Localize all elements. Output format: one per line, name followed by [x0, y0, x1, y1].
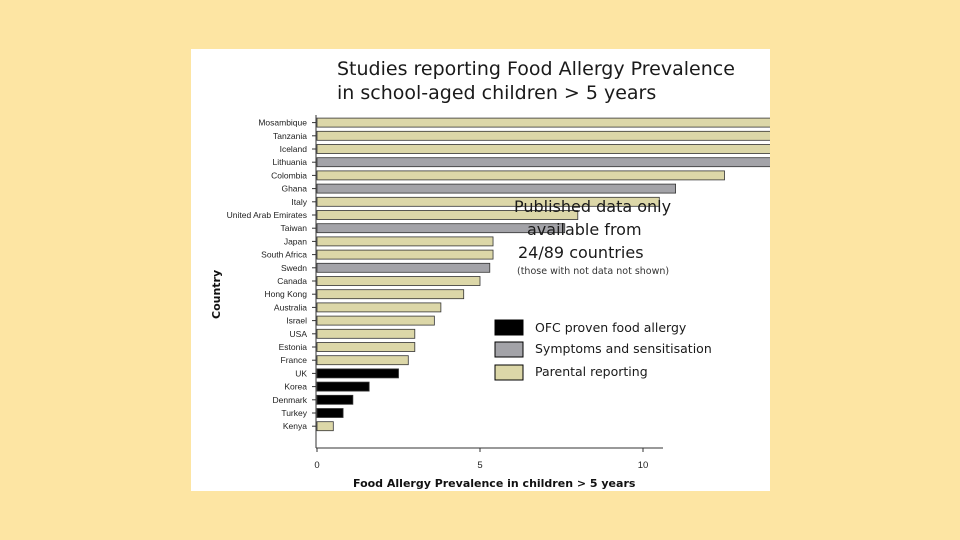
- legend-label-symptoms: Symptoms and sensitisation: [535, 341, 712, 356]
- bar-canada: [316, 276, 481, 286]
- category-label: Colombia: [271, 170, 307, 180]
- bar-italy: [316, 196, 660, 207]
- category-label: Israel: [286, 316, 307, 326]
- bar-usa: [316, 328, 416, 339]
- annotation-note: (those with not data not shown): [517, 266, 669, 277]
- bar-united-arab-emirates: [316, 210, 579, 220]
- category-label: Turkey: [281, 408, 307, 418]
- bar-taiwan: [316, 223, 566, 234]
- category-label: Iceland: [280, 144, 308, 154]
- annotation-line-3: 24/89 countries: [518, 243, 644, 262]
- annotation-line-1: Published data only: [514, 197, 671, 216]
- category-label: United Arab Emirates: [227, 210, 307, 220]
- legend-label-ofc: OFC proven food allergy: [535, 320, 687, 335]
- chart-title-line-1: Studies reporting Food Allergy Prevalenc…: [337, 58, 735, 80]
- legend-label-parental: Parental reporting: [535, 364, 648, 379]
- bar-japan: [316, 236, 494, 247]
- bar-swedn: [316, 262, 491, 273]
- category-label: Korea: [284, 382, 307, 392]
- legend-swatch-symptoms: [494, 341, 524, 358]
- bar-tanzania: [316, 130, 770, 141]
- category-label: France: [281, 355, 308, 365]
- category-label: Kenya: [283, 421, 307, 431]
- category-label: Tanzania: [273, 131, 307, 141]
- category-label: Canada: [277, 276, 307, 286]
- category-label: Italy: [291, 197, 307, 207]
- category-label: Mosambique: [258, 118, 307, 128]
- bar-israel: [316, 315, 435, 326]
- chart-title-line-2: in school-aged children > 5 years: [337, 82, 656, 104]
- bar-hong-kong: [316, 289, 465, 300]
- x-axis-title: Food Allergy Prevalence in children > 5 …: [353, 477, 636, 490]
- category-label: Ghana: [281, 184, 307, 194]
- bar-australia: [316, 302, 442, 313]
- axes: [315, 115, 663, 449]
- category-label: Swedn: [281, 263, 307, 273]
- bars: [316, 117, 770, 432]
- bar-iceland: [316, 144, 770, 154]
- category-label: Australia: [274, 302, 307, 312]
- chart-title: Studies reporting Food Allergy Prevalenc…: [337, 58, 735, 104]
- category-label: Lithuania: [272, 157, 307, 167]
- bar-mosambique: [316, 117, 770, 128]
- x-tick-label: 5: [477, 460, 482, 471]
- legend-swatch-parental: [494, 364, 524, 381]
- category-label: UK: [295, 368, 307, 378]
- category-label: Taiwan: [281, 223, 308, 233]
- category-label: Japan: [284, 236, 307, 246]
- legend: OFC proven food allergy Symptoms and sen…: [494, 319, 712, 381]
- bar-korea: [316, 381, 370, 392]
- x-ticks: 05101520: [314, 448, 649, 471]
- y-axis-title: Country: [210, 270, 223, 319]
- bar-ghana: [316, 183, 677, 194]
- x-tick-label: 10: [638, 460, 649, 471]
- bar-uk: [316, 368, 399, 379]
- category-label: South Africa: [261, 250, 307, 260]
- bar-chart: Studies reporting Food Allergy Prevalenc…: [210, 58, 770, 490]
- bar-lithuania: [316, 157, 770, 168]
- category-labels: Mosambique Tanzania Iceland Lithuania Colomb…: [227, 118, 316, 431]
- category-label: Estonia: [279, 342, 308, 352]
- legend-swatch-ofc: [494, 319, 524, 336]
- bar-denmark: [316, 394, 354, 405]
- bar-kenya: [316, 421, 334, 432]
- category-label: Denmark: [273, 395, 308, 405]
- bar-south-africa: [316, 249, 494, 260]
- category-label: Hong Kong: [264, 289, 307, 299]
- x-tick-label: 0: [314, 460, 319, 471]
- annotation-line-2: available from: [527, 220, 642, 239]
- chart-panel: Studies reporting Food Allergy Prevalenc…: [191, 49, 770, 491]
- bar-colombia: [316, 170, 725, 181]
- bar-france: [316, 355, 409, 366]
- bar-turkey: [316, 408, 344, 418]
- annotation: Published data only available from 24/89…: [514, 197, 671, 277]
- bar-estonia: [316, 342, 416, 352]
- category-label: USA: [290, 329, 308, 339]
